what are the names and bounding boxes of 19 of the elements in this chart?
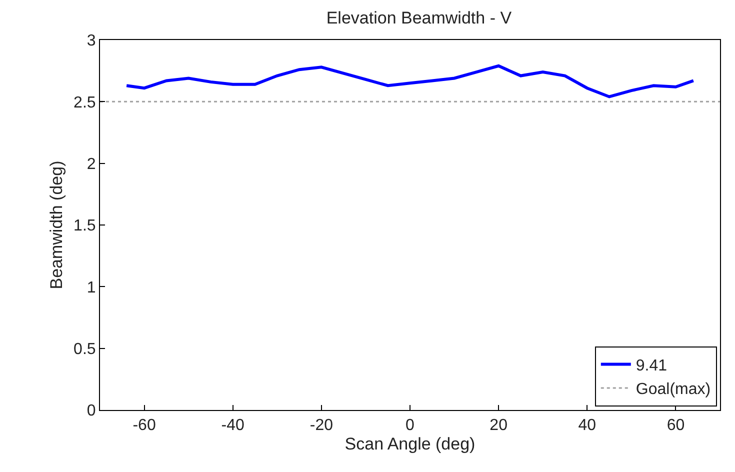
x-tick-label: -20 xyxy=(310,417,334,434)
chart-title: Elevation Beamwidth - V xyxy=(326,8,512,28)
y-axis-title: Beamwidth (deg) xyxy=(47,160,66,290)
y-tick-label: 0.5 xyxy=(74,340,96,358)
x-tick-label: 20 xyxy=(490,417,508,434)
y-tick-label: 1 xyxy=(86,279,96,296)
x-tick-label: 60 xyxy=(666,417,685,434)
x-tick-label: 0 xyxy=(406,417,415,434)
x-tick-label: -40 xyxy=(221,417,245,434)
y-tick-label: 2 xyxy=(86,156,96,173)
line-series xyxy=(125,64,695,98)
x-tick-label: -60 xyxy=(132,417,156,434)
x-axis-title: Scan Angle (deg) xyxy=(344,434,476,454)
y-tick-label: 0 xyxy=(86,402,96,420)
legend-label: 9.41 xyxy=(636,357,668,374)
x-tick-label: 40 xyxy=(578,417,596,434)
y-tick-label: 3 xyxy=(86,32,96,50)
y-tick-label: 1.5 xyxy=(74,218,96,235)
y-tick-label: 2.5 xyxy=(74,94,96,112)
